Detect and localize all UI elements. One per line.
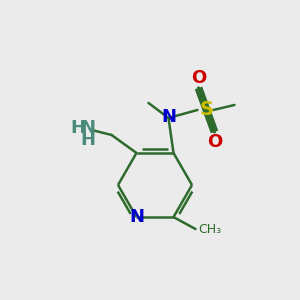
Text: O: O [191,69,206,87]
Text: H: H [70,119,85,137]
Text: O: O [207,133,222,151]
Text: S: S [200,100,214,119]
Text: N: N [129,208,144,226]
Text: N: N [80,119,95,137]
Text: N: N [161,108,176,126]
Text: CH₃: CH₃ [199,223,222,236]
Text: H: H [80,131,95,149]
